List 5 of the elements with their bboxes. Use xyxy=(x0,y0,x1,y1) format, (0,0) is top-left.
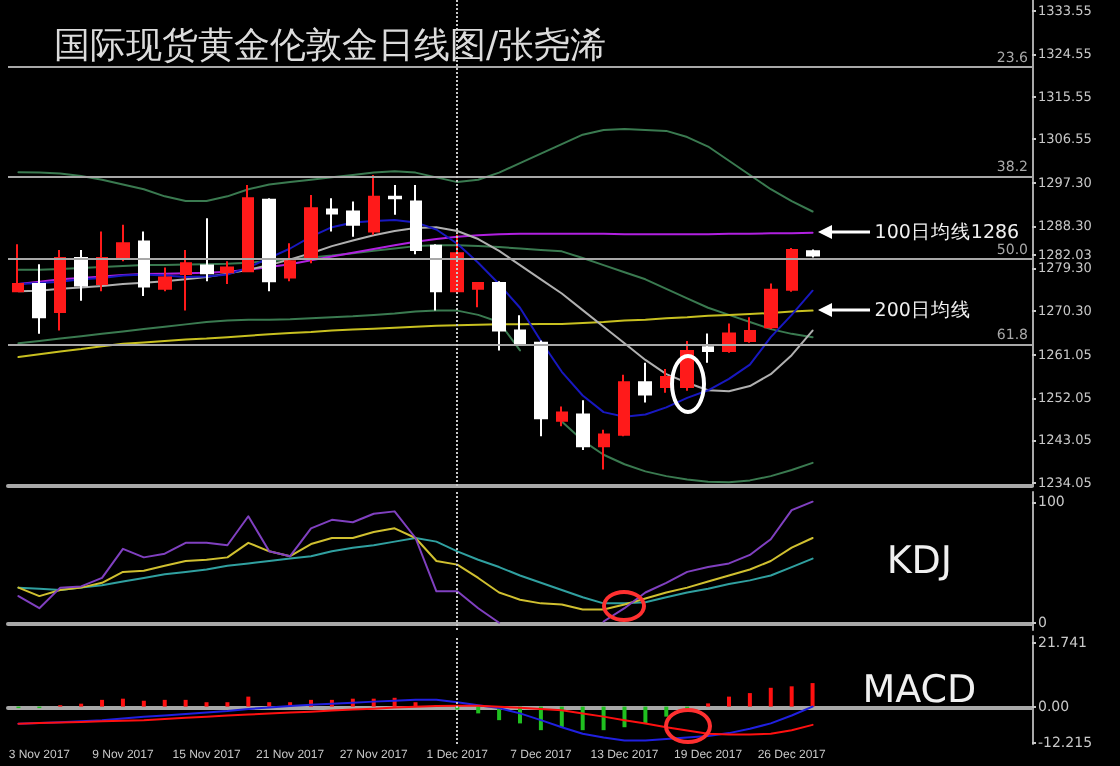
annotation: 200日均线 xyxy=(874,297,971,322)
annotation: MACD xyxy=(862,668,977,712)
text: 国际现货黄金伦敦金日线图/张尧浠 xyxy=(54,25,607,67)
annotation: 100日均线1286 xyxy=(874,219,1020,244)
annotation: KDJ xyxy=(886,539,953,583)
